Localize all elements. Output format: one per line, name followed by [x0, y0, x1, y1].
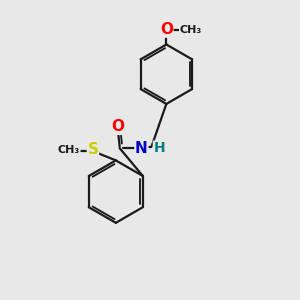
- Text: O: O: [112, 119, 125, 134]
- Text: CH₃: CH₃: [58, 145, 80, 155]
- Text: N: N: [135, 141, 148, 156]
- Text: S: S: [87, 142, 98, 157]
- Text: O: O: [160, 22, 173, 37]
- Text: H: H: [153, 141, 165, 155]
- Text: CH₃: CH₃: [180, 25, 202, 34]
